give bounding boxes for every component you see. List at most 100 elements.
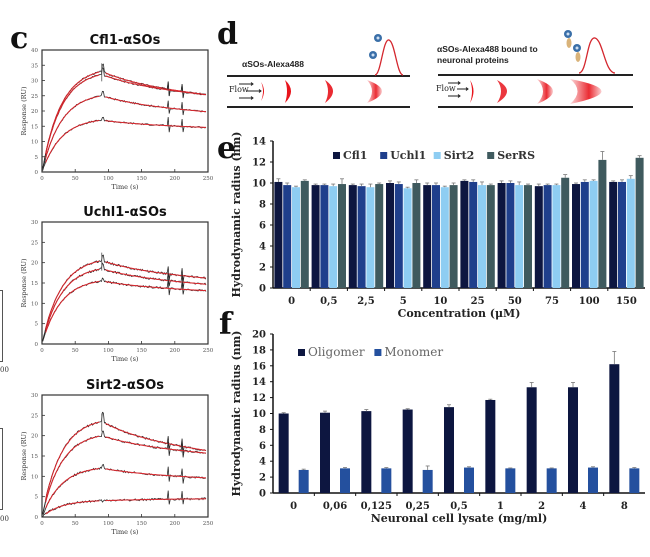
x-tick-label: 10 bbox=[433, 296, 447, 307]
y-tick-label: 4 bbox=[259, 242, 266, 253]
bar bbox=[635, 157, 644, 288]
fit-curve bbox=[105, 498, 206, 502]
bar bbox=[524, 185, 532, 288]
fit-curve bbox=[45, 95, 100, 159]
bar bbox=[366, 187, 375, 288]
fit-curve bbox=[105, 269, 206, 285]
y-tick-label: 0 bbox=[35, 170, 39, 176]
legend-label: SerRS bbox=[497, 149, 535, 162]
bar bbox=[515, 185, 524, 288]
fit-curve bbox=[105, 468, 207, 479]
y-axis-label: Hydrodynamic radius (nm) bbox=[230, 131, 243, 297]
diagram-right-title: αSOs-Alexa488 bound to neuronal proteins bbox=[437, 44, 538, 66]
y-tick-label: 5 bbox=[35, 322, 39, 328]
y-tick-label: 6 bbox=[259, 221, 266, 232]
x-tick-label: 8 bbox=[621, 501, 628, 512]
dye-band bbox=[537, 79, 553, 104]
dye-band bbox=[367, 80, 382, 103]
legend-swatch bbox=[298, 349, 305, 356]
bar bbox=[278, 413, 289, 493]
panel-label-e: e bbox=[217, 131, 237, 166]
bar bbox=[320, 412, 330, 493]
bar bbox=[629, 468, 640, 493]
flow-arrows-icon bbox=[239, 82, 262, 100]
dye-band bbox=[470, 80, 474, 103]
chart-title-sirt2: Sirt2-αSOs bbox=[86, 378, 164, 393]
legend-swatch bbox=[333, 152, 340, 159]
y-tick-label: 20 bbox=[252, 330, 266, 341]
protein-bound-particle-icon bbox=[564, 30, 581, 62]
bar bbox=[340, 468, 350, 493]
x-tick-label: 4 bbox=[580, 501, 587, 512]
bar bbox=[357, 186, 366, 288]
x-tick-label: 150 bbox=[136, 348, 147, 354]
y-tick-label: 16 bbox=[252, 361, 266, 372]
fit-curve bbox=[45, 74, 100, 155]
dye-band bbox=[497, 80, 507, 103]
diagram-right-title-line2: neuronal proteins bbox=[437, 55, 509, 65]
spr-chart-uchl1: 0 5 10 15 20 25 30 0 50 100 150 200 250 Time (s) Respo… bbox=[20, 220, 214, 363]
y-tick-label: 25 bbox=[31, 94, 38, 100]
bar bbox=[422, 469, 433, 493]
bar bbox=[449, 185, 458, 288]
bar bbox=[300, 180, 309, 288]
fit-curve bbox=[105, 261, 207, 279]
y-tick-label: 15 bbox=[31, 124, 38, 130]
y-tick-label: 10 bbox=[252, 409, 266, 420]
oligomer-particle-icon bbox=[369, 34, 382, 59]
x-tick-label: 25 bbox=[471, 296, 485, 307]
bar bbox=[572, 184, 580, 288]
bar bbox=[609, 364, 620, 493]
x-tick-label: 0,06 bbox=[323, 501, 347, 512]
fit-curve bbox=[45, 71, 100, 154]
bar bbox=[412, 183, 421, 288]
fit-curve bbox=[45, 119, 100, 163]
y-tick-label: 10 bbox=[252, 179, 266, 190]
x-tick-label: 0,125 bbox=[361, 501, 392, 512]
y-tick-label: 30 bbox=[31, 79, 38, 85]
x-tick-label: 50 bbox=[72, 176, 79, 182]
spr-chart-sirt2: 0 5 10 15 20 25 30 0 50 100 150 200 250 Time (s) Respo… bbox=[20, 393, 214, 536]
bar bbox=[283, 185, 292, 288]
x-tick-label: 50 bbox=[72, 521, 79, 527]
x-tick-label: 50 bbox=[508, 296, 522, 307]
panel-label-f: f bbox=[219, 307, 232, 342]
y-tick-label: 2 bbox=[259, 473, 266, 484]
x-tick-label: 1 bbox=[497, 501, 504, 512]
bar bbox=[486, 185, 495, 288]
cropped-chart-fragment bbox=[0, 290, 3, 362]
x-tick-label: 0 bbox=[40, 176, 44, 182]
dye-band bbox=[261, 82, 264, 101]
fit-curve bbox=[45, 421, 100, 500]
dye-band bbox=[325, 80, 333, 103]
bar bbox=[526, 387, 537, 493]
y-tick-label: 25 bbox=[31, 240, 38, 246]
x-tick-label: 2 bbox=[538, 501, 545, 512]
plot-frame bbox=[41, 221, 209, 345]
y-tick-label: 0 bbox=[35, 515, 39, 521]
x-tick-label: 250 bbox=[203, 176, 214, 182]
x-axis-label: Time (s) bbox=[112, 528, 139, 536]
bar bbox=[534, 186, 543, 288]
x-tick-label: 0 bbox=[288, 296, 295, 307]
x-axis-label: Time (s) bbox=[112, 183, 139, 191]
elution-peak bbox=[374, 39, 404, 76]
bar bbox=[361, 411, 372, 493]
bar bbox=[274, 181, 283, 288]
x-tick-label: 200 bbox=[170, 176, 181, 182]
x-axis-label: Time (s) bbox=[112, 355, 139, 363]
dye-band bbox=[285, 80, 291, 103]
plot-frame bbox=[41, 394, 209, 518]
x-tick-label: 200 bbox=[170, 521, 181, 527]
x-tick-label: 75 bbox=[545, 296, 559, 307]
chart-title-uchl1: Uchl1-αSOs bbox=[83, 205, 167, 220]
fit-curve bbox=[105, 281, 206, 292]
y-tick-label: 30 bbox=[31, 220, 38, 226]
bar bbox=[478, 185, 486, 288]
y-tick-label: 12 bbox=[252, 158, 266, 169]
bar bbox=[505, 468, 516, 493]
fit-curve bbox=[105, 436, 207, 454]
x-tick-label: 200 bbox=[170, 348, 181, 354]
bar bbox=[432, 185, 440, 288]
x-tick-label: 150 bbox=[136, 176, 147, 182]
